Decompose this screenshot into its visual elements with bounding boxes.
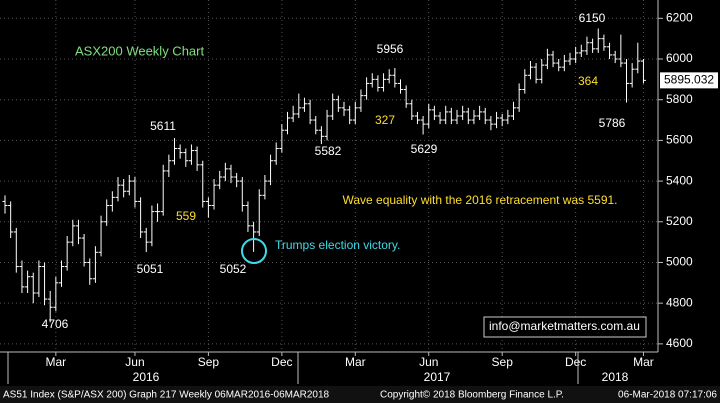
x-tick-label: Jun <box>419 355 438 369</box>
annotation: 6150 <box>579 11 606 25</box>
annotation: info@marketmatters.com.au <box>489 319 640 333</box>
year-label: 2017 <box>424 370 451 384</box>
y-tick-label: 5200 <box>666 214 693 228</box>
year-label: 2016 <box>133 370 160 384</box>
last-price-label: 5895.032 <box>664 73 714 87</box>
y-tick-label: 6000 <box>666 51 693 65</box>
y-tick-label: 6200 <box>666 10 693 24</box>
annotation: 4706 <box>42 317 69 331</box>
annotation: 559 <box>176 209 196 223</box>
footer-text: 06-Mar-2018 07:17:06 <box>618 390 717 401</box>
y-tick-label: 5400 <box>666 173 693 187</box>
annotation: 5786 <box>599 116 626 130</box>
annotation: 5052 <box>220 262 247 276</box>
y-tick-label: 4800 <box>666 295 693 309</box>
x-tick-label: Dec <box>565 355 586 369</box>
annotation: 364 <box>578 74 598 88</box>
info-box <box>483 316 647 338</box>
last-price-box <box>660 72 718 89</box>
annotation: Wave equality with the 2016 retracement … <box>342 193 617 207</box>
x-tick-label: Sep <box>198 355 220 369</box>
chart-title: ASX200 Weekly Chart <box>75 43 204 58</box>
x-tick-label: Mar <box>633 355 654 369</box>
annotation: 5629 <box>411 142 438 156</box>
y-tick-label: 4600 <box>666 336 693 350</box>
y-tick-label: 5800 <box>666 92 693 106</box>
annotation: 327 <box>375 113 395 127</box>
footer-text: AS51 Index (S&P/ASX 200) Graph 217 Weekl… <box>3 390 330 401</box>
x-tick-label: Sep <box>492 355 514 369</box>
y-tick-label: 5000 <box>666 255 693 269</box>
x-tick-label: Jun <box>125 355 144 369</box>
highlight-circle <box>241 238 267 264</box>
y-tick-label: 5600 <box>666 133 693 147</box>
annotation: 5582 <box>315 144 342 158</box>
x-tick-label: Dec <box>271 355 292 369</box>
year-label: 2018 <box>602 370 629 384</box>
x-tick-label: Mar <box>345 355 366 369</box>
annotation: 5611 <box>150 119 176 133</box>
footer-band <box>0 386 720 403</box>
x-tick-label: Mar <box>46 355 67 369</box>
annotation: 5956 <box>377 42 404 56</box>
annotation: Trumps election victory. <box>275 238 400 252</box>
footer-text: Copyright© 2018 Bloomberg Finance L.P. <box>380 390 564 401</box>
annotation: 5051 <box>137 262 164 276</box>
